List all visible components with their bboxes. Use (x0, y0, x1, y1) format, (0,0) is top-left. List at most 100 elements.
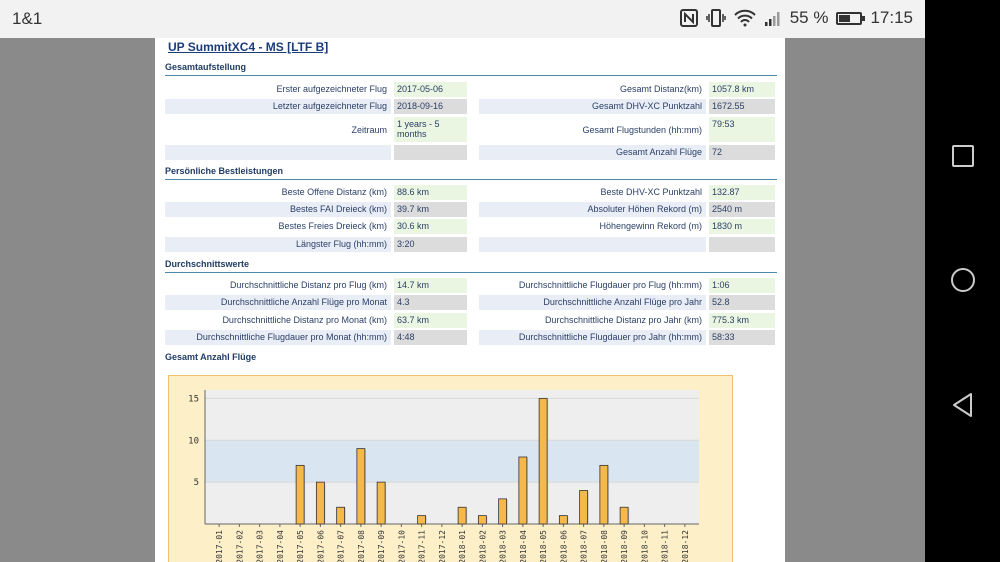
glider-title-link[interactable]: UP SummitXC4 - MS [LTF B] (168, 40, 329, 54)
x-tick-label: 2017-01 (215, 530, 224, 562)
statistics-page: UP SummitXC4 - MS [LTF B] Gesamtaufstell… (155, 38, 785, 562)
status-bar: 1&1 55 % 17:15 (0, 0, 925, 38)
x-tick-label: 2018-09 (620, 530, 629, 562)
overview-left-label-0: Erster aufgezeichneter Flug (165, 82, 391, 97)
bar-2018-04 (518, 456, 528, 525)
overview-right-label-0: Gesamt Distanz(km) (479, 82, 706, 97)
section-overview-heading: Gesamtaufstellung (165, 62, 777, 76)
x-tick-label: 2017-10 (397, 530, 406, 562)
x-tick-label: 2018-02 (478, 530, 487, 562)
home-circle-icon[interactable] (949, 266, 977, 294)
x-tick-label: 2017-02 (235, 530, 244, 562)
back-triangle-icon[interactable] (949, 391, 977, 419)
personal_best-left-value-2: 30.6 km (394, 219, 467, 234)
overview-left-value-2: 1 years - 5 months (394, 117, 467, 142)
averages-left-value-1: 4.3 (394, 295, 467, 310)
personal_best-left-value-3: 3:20 (394, 237, 467, 252)
personal_best-right-value-3 (709, 237, 775, 252)
x-tick-label: 2018-12 (681, 530, 690, 562)
x-tick-label: 2018-03 (499, 530, 508, 562)
overview-right-value-0: 1057.8 km (709, 82, 775, 97)
y-tick-label: 10 (188, 436, 199, 446)
x-tick-label: 2017-09 (377, 530, 386, 562)
x-tick-label: 2018-06 (559, 530, 568, 562)
x-tick-label: 2018-08 (600, 530, 609, 562)
x-tick-label: 2018-05 (539, 530, 548, 562)
y-tick-label: 15 (188, 394, 199, 404)
averages-right-value-1: 52.8 (709, 295, 775, 310)
personal_best-right-label-0: Beste DHV-XC Punktzahl (479, 185, 706, 200)
y-tick-label: 5 (194, 478, 199, 488)
personal_best-left-value-0: 88.6 km (394, 185, 467, 200)
overview-left-value-3 (394, 145, 467, 160)
x-tick-label: 2018-10 (640, 530, 649, 562)
section-averages-heading: Durchschnittswerte (165, 259, 777, 273)
averages-left-label-1: Durchschnittliche Anzahl Flüge pro Monat (165, 295, 391, 310)
x-tick-label: 2017-04 (276, 530, 285, 562)
bar-2018-01 (457, 506, 467, 525)
bar-2017-05 (295, 464, 305, 525)
flights-chart-svg: 5 10 15 2017-01 2017-02 2017-03 2017-04 2017-05… (188, 390, 699, 562)
x-tick-label: 2018-01 (458, 530, 467, 562)
bar-2017-07 (336, 506, 346, 525)
personal_best-right-label-2: Höhengewinn Rekord (m) (479, 219, 706, 234)
bar-2018-06 (558, 515, 568, 525)
averages-left-value-2: 63.7 km (394, 313, 467, 328)
bar-2017-08 (356, 448, 366, 525)
wifi-icon (733, 9, 756, 27)
averages-right-label-2: Durchschnittliche Distanz pro Jahr (km) (479, 313, 706, 328)
recents-square-icon[interactable] (949, 142, 977, 170)
overview-right-label-1: Gesamt DHV-XC Punktzahl (479, 99, 706, 114)
flights-per-month-chart: 5 10 15 2017-01 2017-02 2017-03 2017-04 2017-05… (168, 375, 733, 562)
android-nav-bar (925, 0, 1000, 562)
bar-2017-11 (417, 515, 427, 525)
nfc-icon (679, 9, 698, 27)
averages-left-value-0: 14.7 km (394, 278, 467, 293)
overview-left-label-3 (165, 145, 391, 160)
bar-2017-09 (376, 481, 386, 525)
bar-2018-03 (498, 498, 508, 525)
personal_best-left-label-3: Längster Flug (hh:mm) (165, 237, 391, 252)
averages-right-value-2: 775.3 km (709, 313, 775, 328)
averages-left-label-2: Durchschnittliche Distanz pro Monat (km) (165, 313, 391, 328)
overview-left-label-2: Zeitraum (165, 117, 391, 142)
x-tick-label: 2017-06 (316, 530, 325, 562)
overview-right-value-3: 72 (709, 145, 775, 160)
personal_best-right-value-2: 1830 m (709, 219, 775, 234)
bar-2018-09 (619, 506, 629, 525)
bar-2017-06 (315, 481, 325, 525)
personal_best-right-value-0: 132.87 (709, 185, 775, 200)
x-tick-label: 2018-04 (519, 530, 528, 562)
personal_best-left-label-2: Bestes Freies Dreieck (km) (165, 219, 391, 234)
section-total-flights-heading: Gesamt Anzahl Flüge (165, 352, 257, 362)
personal_best-right-value-1: 2540 m (709, 202, 775, 217)
vibrate-icon (705, 9, 726, 27)
personal_best-right-label-1: Absoluter Höhen Rekord (m) (479, 202, 706, 217)
overview-left-value-0: 2017-05-06 (394, 82, 467, 97)
x-tick-label: 2017-12 (438, 530, 447, 562)
personal_best-left-value-1: 39.7 km (394, 202, 467, 217)
x-tick-label: 2018-11 (661, 530, 670, 562)
averages-right-value-3: 58:33 (709, 330, 775, 345)
averages-left-label-0: Durchschnittliche Distanz pro Flug (km) (165, 278, 391, 293)
bar-2018-02 (477, 515, 487, 525)
averages-left-value-3: 4:48 (394, 330, 467, 345)
averages-right-label-0: Durchschnittliche Flugdauer pro Flug (hh… (479, 278, 706, 293)
x-tick-label: 2017-07 (337, 530, 346, 562)
x-tick-label: 2017-05 (296, 530, 305, 562)
carrier-name: 1&1 (12, 9, 43, 28)
signal-icon (764, 12, 780, 26)
battery-icon (836, 11, 866, 25)
personal_best-left-label-1: Bestes FAI Dreieck (km) (165, 202, 391, 217)
x-tick-label: 2017-11 (418, 530, 427, 562)
x-tick-label: 2017-08 (357, 530, 366, 562)
overview-left-value-1: 2018-09-16 (394, 99, 467, 114)
bar-2018-08 (599, 464, 609, 525)
battery-percent: 55 % (789, 8, 829, 27)
overview-right-value-2: 79:53 (709, 117, 775, 142)
personal_best-right-label-3 (479, 237, 706, 252)
plot-band (205, 440, 699, 483)
x-tick-label: 2018-07 (580, 530, 589, 562)
personal_best-left-label-0: Beste Offene Distanz (km) (165, 185, 391, 200)
averages-left-label-3: Durchschnittliche Flugdauer pro Monat (h… (165, 330, 391, 345)
